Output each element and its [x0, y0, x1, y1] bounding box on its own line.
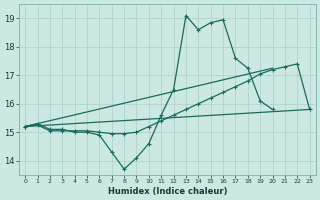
X-axis label: Humidex (Indice chaleur): Humidex (Indice chaleur): [108, 187, 227, 196]
